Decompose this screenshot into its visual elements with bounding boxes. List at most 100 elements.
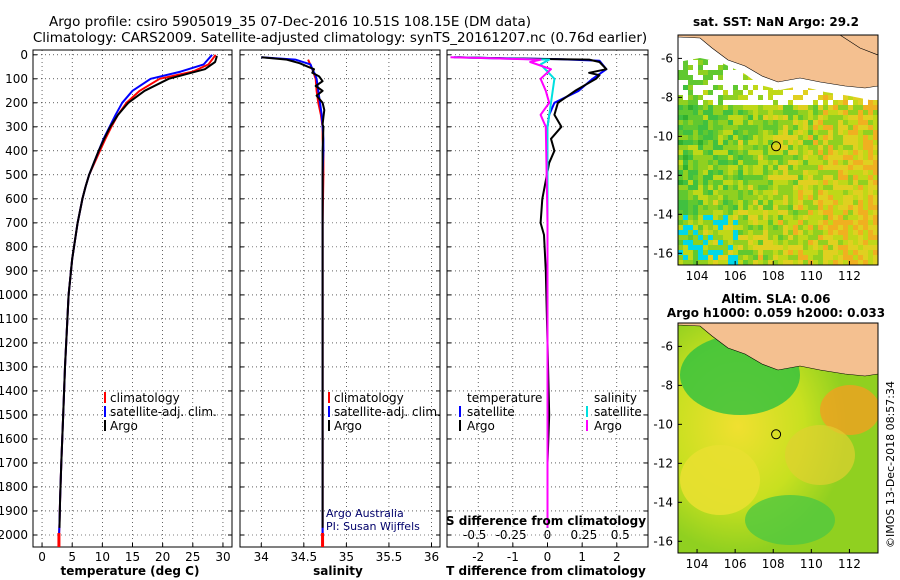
sst-cell <box>828 240 833 245</box>
sst-cell <box>838 220 843 225</box>
sst-cell <box>708 240 713 245</box>
sst-cell <box>743 135 748 140</box>
sst-cell <box>773 185 778 190</box>
sst-cell <box>703 135 708 140</box>
sst-cell <box>748 105 753 110</box>
sst-cell <box>803 125 808 130</box>
sst-cell <box>693 80 698 85</box>
sst-cell <box>683 195 688 200</box>
sst-cell <box>733 155 738 160</box>
map-x-tick-label: 106 <box>724 269 747 283</box>
sst-cell <box>743 235 748 240</box>
sst-cell <box>858 210 863 215</box>
sst-cell <box>793 205 798 210</box>
sst-cell <box>808 220 813 225</box>
sst-cell <box>813 260 818 265</box>
sst-cell <box>773 155 778 160</box>
sst-cell <box>753 115 758 120</box>
sst-cell <box>708 165 713 170</box>
sst-cell <box>793 160 798 165</box>
sst-cell <box>763 205 768 210</box>
sst-cell <box>863 205 868 210</box>
sst-cell <box>833 180 838 185</box>
sst-cell <box>748 195 753 200</box>
sst-cell <box>713 130 718 135</box>
sst-cell <box>803 160 808 165</box>
sst-cell <box>753 145 758 150</box>
sst-cell <box>733 165 738 170</box>
sst-cell <box>808 260 813 265</box>
sst-cell <box>838 175 843 180</box>
sst-cell <box>693 125 698 130</box>
sst-cell <box>838 180 843 185</box>
depth-tick-label: 1500 <box>0 408 28 422</box>
sst-cell <box>803 245 808 250</box>
sst-cell <box>858 255 863 260</box>
sst-cell <box>688 190 693 195</box>
sst-cell <box>768 245 773 250</box>
map-x-tick-label: 110 <box>800 557 823 571</box>
sst-cell <box>788 215 793 220</box>
sst-cell <box>728 260 733 265</box>
sst-cell <box>783 175 788 180</box>
sst-cell <box>813 175 818 180</box>
sst-cell <box>813 115 818 120</box>
sst-cell <box>813 125 818 130</box>
sst-cell <box>698 110 703 115</box>
sst-cell <box>743 165 748 170</box>
sst-cell <box>863 170 868 175</box>
sst-cell <box>733 225 738 230</box>
sst-cell <box>763 255 768 260</box>
sst-cell <box>818 220 823 225</box>
sst-cell <box>788 145 793 150</box>
sst-cell <box>783 150 788 155</box>
difference-lines <box>450 56 608 528</box>
sst-cell <box>848 95 853 100</box>
sst-cell <box>758 135 763 140</box>
sst-cell <box>843 165 848 170</box>
sst-cell <box>808 130 813 135</box>
sst-cell <box>713 190 718 195</box>
map-x-tick-label: 110 <box>800 269 823 283</box>
sst-cell <box>848 200 853 205</box>
sst-cell <box>848 220 853 225</box>
sst-cell <box>683 170 688 175</box>
sst-cell <box>783 245 788 250</box>
sst-cell <box>803 140 808 145</box>
sst-cell <box>863 200 868 205</box>
sst-cell <box>753 150 758 155</box>
sst-cell <box>818 110 823 115</box>
map-x-tick-label: 106 <box>724 557 747 571</box>
sst-cell <box>768 110 773 115</box>
sst-cell <box>718 240 723 245</box>
sst-cell <box>703 180 708 185</box>
sst-cell <box>763 215 768 220</box>
sst-cell <box>798 160 803 165</box>
sst-cell <box>758 225 763 230</box>
sst-cell <box>863 135 868 140</box>
sst-cell <box>728 130 733 135</box>
sst-cell <box>708 175 713 180</box>
sst-cell <box>823 165 828 170</box>
legend-climatology-swatch <box>104 392 106 403</box>
sst-cell <box>678 250 683 255</box>
sst-cell <box>868 240 873 245</box>
sst-cell <box>818 255 823 260</box>
sst-cell <box>783 160 788 165</box>
sst-cell <box>703 250 708 255</box>
sst-cell <box>813 230 818 235</box>
sst-cell <box>683 135 688 140</box>
sst-cell <box>758 165 763 170</box>
sst-cell <box>868 180 873 185</box>
sst-cell <box>793 140 798 145</box>
sst-cell <box>873 235 878 240</box>
sst-cell <box>858 190 863 195</box>
sst-cell <box>853 190 858 195</box>
sst-cell <box>788 180 793 185</box>
sst-cell <box>838 140 843 145</box>
sst-cell <box>723 110 728 115</box>
sst-cell <box>783 220 788 225</box>
sst-cell <box>788 115 793 120</box>
legend-s-argo-swatch <box>586 420 588 431</box>
sst-cell <box>813 140 818 145</box>
